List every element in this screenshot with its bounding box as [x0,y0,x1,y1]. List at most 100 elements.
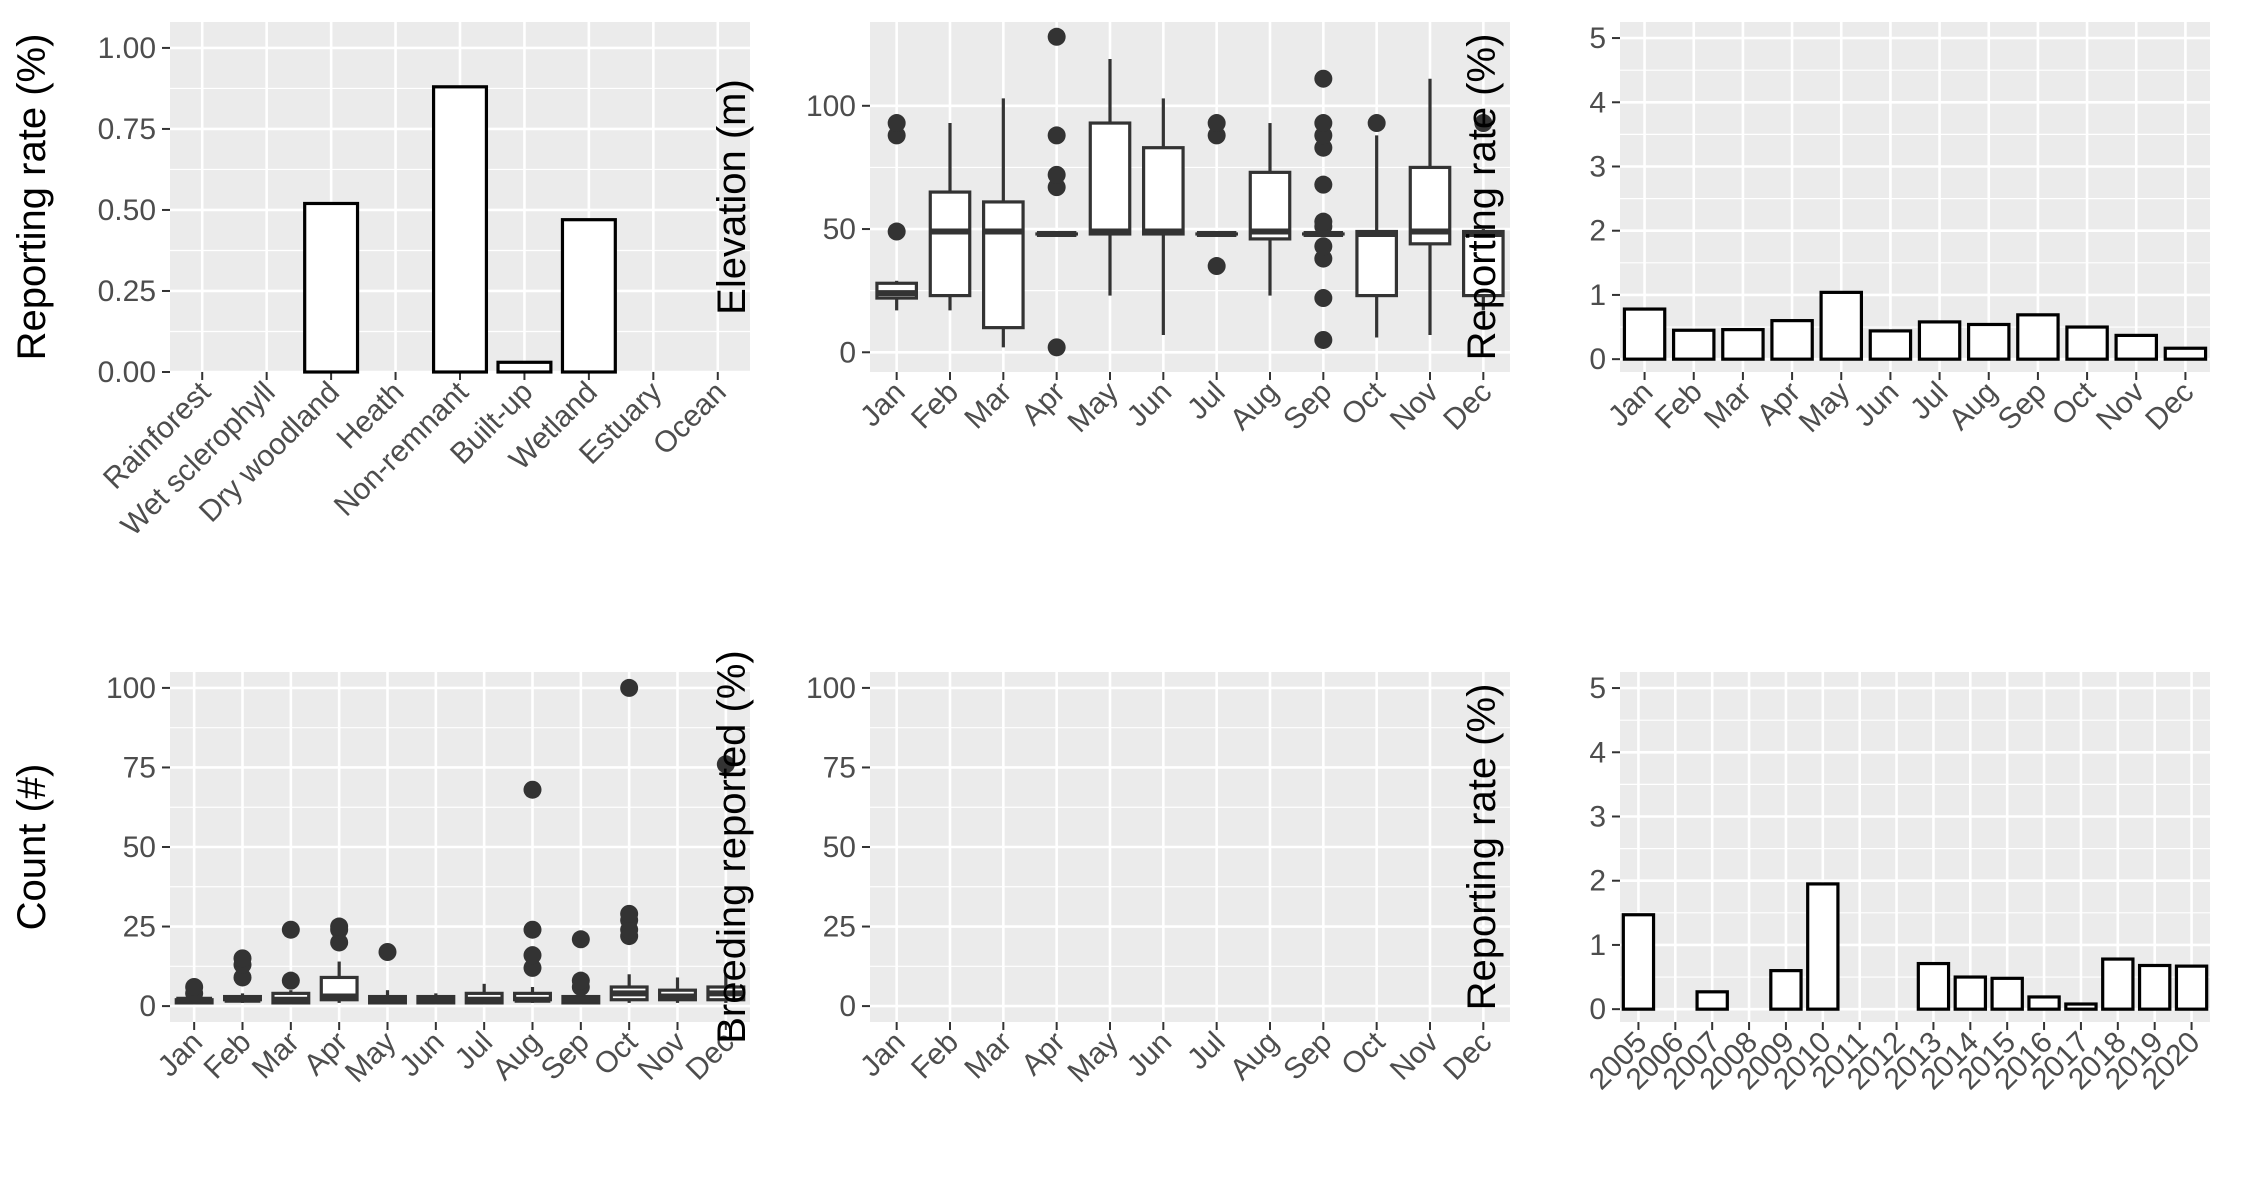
y-axis-title: Count (#) [10,764,54,931]
outlier-point [1367,114,1386,133]
x-tick-label: Apr [1015,1026,1071,1082]
outlier-point [1314,114,1333,133]
box-jun [416,993,456,1005]
y-axis-title: Reporting rate (%) [10,34,54,361]
y-tick-label: 75 [823,751,856,784]
box-nov [1408,78,1452,336]
y-tick-label: 50 [823,213,856,246]
box-aug [513,780,552,1003]
bar-2017 [2064,1002,2098,1011]
box-may [1088,58,1132,296]
x-tick-label: Aug [1943,376,2004,437]
outlier-point [887,114,906,133]
bar-dry-woodland [303,201,360,374]
outlier-point [1207,257,1226,276]
x-tick-label: Mar [246,1026,306,1086]
x-tick-label: Dec [1437,376,1498,437]
bar-dec [2163,346,2208,361]
x-tick-label: Jan [854,1026,912,1084]
x-tick-label: Jun [393,1026,451,1084]
x-tick-label: Jul [1181,1026,1231,1076]
x-tick-label: Feb [198,1026,258,1086]
outlier-point [571,930,590,949]
bar-jan [1622,307,1667,361]
x-tick-label: May [1062,1026,1125,1089]
box-jan [174,978,214,1005]
box-body [1088,121,1132,236]
box-sep [1301,69,1345,349]
x-tick-label: Apr [1751,376,1807,432]
outlier-point [378,943,397,961]
y-tick-label: 50 [123,831,156,864]
outlier-point [620,678,639,697]
bar-apr [1770,319,1814,361]
x-tick-label: Mar [1698,376,1758,436]
box-dec [1461,114,1505,311]
y-tick-label: 5 [1589,672,1606,705]
outlier-point [523,958,542,977]
y-tick-label: 2 [1589,865,1606,898]
outlier-point [1047,126,1066,145]
bar-wetland [560,218,617,374]
outlier-point [185,978,204,996]
y-tick-label: 1 [1589,929,1606,962]
box-may [368,943,407,1005]
y-tick-label: 1 [1589,279,1606,312]
x-tick-label: Jun [1848,376,1906,434]
x-tick-label: Aug [1224,376,1285,437]
y-tick-label: 2 [1589,215,1606,248]
x-tick-label: Feb [905,376,965,436]
box-jun [1141,98,1185,336]
y-axis-title: Breeding reported (%) [710,650,754,1044]
chart-panel-count: 0255075100JanFebMarAprMayJunJulAugSepOct… [10,672,750,1089]
x-tick-label: Feb [1649,376,1709,436]
bar-oct [2065,325,2109,361]
x-tick-label: May [339,1026,402,1089]
outlier-point [1047,165,1066,184]
box-nov [658,977,697,1003]
x-tick-label: May [1793,376,1856,439]
x-tick-label: Sep [1277,1026,1338,1087]
plot-background [870,22,1510,372]
outlier-point [1047,178,1066,197]
bar-2014 [1953,975,1988,1011]
x-tick-label: Sep [1277,376,1338,437]
x-tick-label: Mar [958,376,1018,436]
y-tick-label: 3 [1589,150,1606,183]
x-tick-label: Jun [1121,376,1179,434]
box-body [928,190,972,298]
y-tick-label: 4 [1589,86,1606,119]
x-tick-label: Sep [535,1026,596,1087]
y-tick-label: 0.00 [98,356,156,389]
box-body [981,200,1025,330]
box-body [1248,170,1292,241]
x-tick-label: Dec [1437,1026,1498,1087]
outlier-point [1314,330,1333,349]
outlier-point [1207,126,1226,145]
x-tick-label: Jan [1602,376,1660,434]
y-tick-label: 0 [1589,993,1606,1026]
box-jul [464,983,504,1005]
outlier-point [523,780,542,799]
bar-2010 [1806,882,1840,1011]
outlier-point [1314,175,1333,194]
outlier-point [1314,212,1333,231]
outlier-point [887,222,906,241]
outlier-point [1314,138,1333,157]
bar-2020 [2174,964,2209,1011]
x-tick-label: Ocean [647,376,733,462]
x-tick-label: Aug [486,1026,547,1087]
y-tick-label: 75 [123,751,156,784]
y-tick-label: 0 [139,990,156,1023]
x-tick-label: Dec [2139,376,2200,437]
bar-mar [1721,328,1765,361]
box-sep [561,930,601,1005]
outlier-point [1314,249,1333,268]
box-body [1355,229,1399,298]
outlier-point [1047,27,1066,46]
x-tick-label: Mar [958,1026,1018,1086]
bar-2018 [2101,957,2135,1011]
outlier-point [571,971,590,990]
box-apr [319,917,359,1003]
